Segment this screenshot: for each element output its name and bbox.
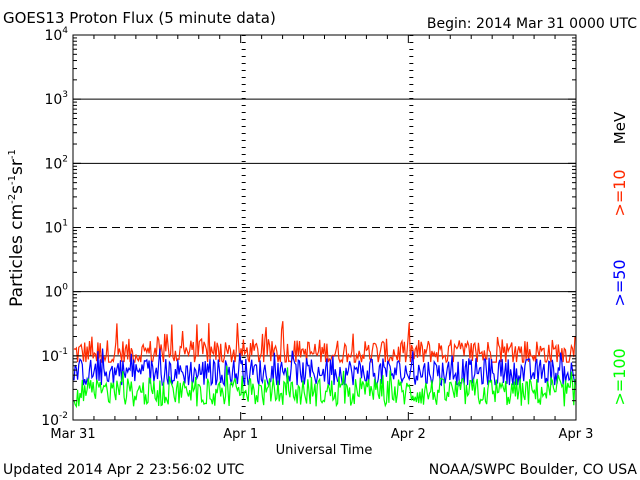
y-tick-label: 10-2 [41, 411, 68, 429]
grid-lines [73, 98, 576, 357]
legend-label-1: >=10 [610, 169, 629, 216]
x-axis-label: Universal Time [276, 443, 373, 458]
y-tick-label: 100 [44, 283, 68, 301]
chart-subtitle: Begin: 2014 Mar 31 0000 UTC [427, 16, 637, 32]
y-tick-label: 103 [44, 90, 68, 108]
y-tick-label: 104 [44, 26, 68, 44]
unit-label: MeV [611, 111, 629, 144]
chart-title: GOES13 Proton Flux (5 minute data) [3, 9, 276, 27]
series-line-3 [73, 365, 576, 409]
legend: MeV >=10 >=50 >=100 [610, 111, 629, 406]
y-tick-label: 102 [44, 154, 68, 172]
y-tick-label: 101 [44, 219, 68, 237]
y-axis-ticks: 10-2 10-1 100 101 102 103 104 [41, 26, 576, 429]
series-line-2 [73, 348, 576, 388]
source-credit: NOAA/SWPC Boulder, CO USA [429, 462, 638, 478]
y-axis-label: Particles cm-2s-1sr-1 [7, 149, 27, 307]
x-axis-ticks: Mar 31 Apr 1 Apr 2 Apr 3 [50, 35, 593, 442]
x-tick-label: Apr 3 [559, 427, 594, 442]
y-tick-label: 10-1 [41, 347, 68, 365]
legend-label-3: >=100 [610, 348, 629, 405]
legend-label-2: >=50 [610, 259, 629, 306]
series-group [73, 321, 576, 409]
updated-timestamp: Updated 2014 Apr 2 23:56:02 UTC [3, 462, 244, 478]
x-tick-label: Apr 1 [223, 427, 258, 442]
x-tick-label: Mar 31 [50, 427, 95, 442]
x-tick-label: Apr 2 [391, 427, 426, 442]
plot-area: 10-2 10-1 100 101 102 103 104 Mar 31 Apr 1 Apr 2… [41, 26, 593, 442]
